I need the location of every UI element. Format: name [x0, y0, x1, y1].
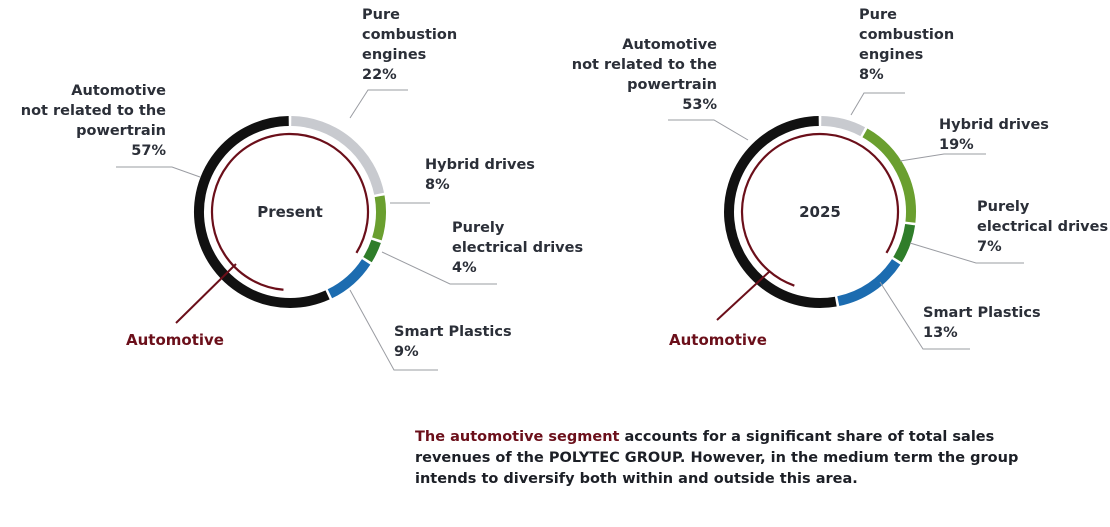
center-label: Present — [257, 203, 323, 221]
leader-line-hybrid — [899, 153, 986, 162]
value-label-electrical: 7% — [977, 239, 1002, 255]
slice-label-non_powertrain: Automotive — [622, 37, 717, 53]
automotive-label: Automotive — [126, 331, 224, 349]
automotive-arc — [210, 132, 370, 291]
slice-label-non_powertrain: powertrain — [76, 123, 166, 139]
slice-label-electrical: Purely — [977, 199, 1030, 215]
value-label-hybrid: 8% — [425, 177, 450, 193]
slice-label-hybrid: Hybrid drives — [939, 117, 1049, 133]
value-label-combustion: 8% — [859, 67, 884, 83]
slice-non_powertrain — [724, 116, 837, 308]
value-label-combustion: 22% — [362, 67, 397, 83]
slice-electrical — [893, 223, 916, 263]
slice-combustion — [291, 116, 385, 195]
slice-label-hybrid: Hybrid drives — [425, 157, 535, 173]
slice-label-non_powertrain: powertrain — [627, 77, 717, 93]
value-label-electrical: 4% — [452, 260, 477, 276]
leader-line-electrical — [909, 242, 1024, 264]
leader-line-non_powertrain — [668, 119, 749, 141]
slice-label-electrical: electrical drives — [452, 240, 583, 256]
leader-line-non_powertrain — [116, 166, 201, 178]
slice-label-combustion: engines — [362, 47, 426, 63]
slice-hybrid — [372, 195, 386, 241]
slice-label-smart_plastics: Smart Plastics — [394, 324, 512, 340]
slice-label-combustion: combustion — [362, 27, 457, 43]
caption-highlight: The automotive segment — [415, 429, 620, 445]
leader-line-smart_plastics — [349, 289, 438, 371]
automotive-label: Automotive — [669, 331, 767, 349]
value-label-non_powertrain: 57% — [131, 143, 166, 159]
slice-label-combustion: engines — [859, 47, 923, 63]
donut-chart-1: Pure combustion engines 8% Hybrid drives 19% P… — [572, 7, 1108, 350]
slice-label-electrical: Purely — [452, 220, 505, 236]
slice-label-smart_plastics: Smart Plastics — [923, 305, 1041, 321]
automotive-pointer — [175, 263, 237, 324]
slice-smart_plastics — [327, 258, 371, 299]
slice-label-non_powertrain: Automotive — [71, 83, 166, 99]
caption-text: accounts for a significant share of tota… — [415, 429, 1019, 487]
slice-hybrid — [862, 128, 916, 223]
value-label-non_powertrain: 53% — [682, 97, 717, 113]
slice-label-combustion: combustion — [859, 27, 954, 43]
slice-non_powertrain — [193, 116, 330, 308]
leader-line-smart_plastics — [879, 281, 970, 350]
automotive-pointer — [716, 270, 771, 321]
slice-electrical — [363, 239, 381, 263]
value-label-smart_plastics: 9% — [394, 344, 419, 360]
center-label: 2025 — [799, 203, 841, 221]
slice-label-non_powertrain: not related to the — [21, 103, 166, 119]
leader-line-electrical — [381, 251, 497, 285]
automotive-arc — [740, 132, 900, 287]
slice-label-combustion: Pure — [362, 7, 400, 23]
slice-combustion — [821, 116, 866, 137]
value-label-smart_plastics: 13% — [923, 325, 958, 341]
slice-label-combustion: Pure — [859, 7, 897, 23]
donut-chart-0: Pure combustion engines 22% Hybrid drives 8% P… — [21, 7, 583, 371]
slice-label-non_powertrain: not related to the — [572, 57, 717, 73]
slice-label-electrical: electrical drives — [977, 219, 1108, 235]
leader-line-combustion — [349, 89, 408, 119]
caption: The automotive segment accounts for a si… — [415, 427, 1055, 490]
slice-smart_plastics — [837, 258, 901, 307]
value-label-hybrid: 19% — [939, 137, 974, 153]
leader-line-combustion — [850, 92, 905, 116]
